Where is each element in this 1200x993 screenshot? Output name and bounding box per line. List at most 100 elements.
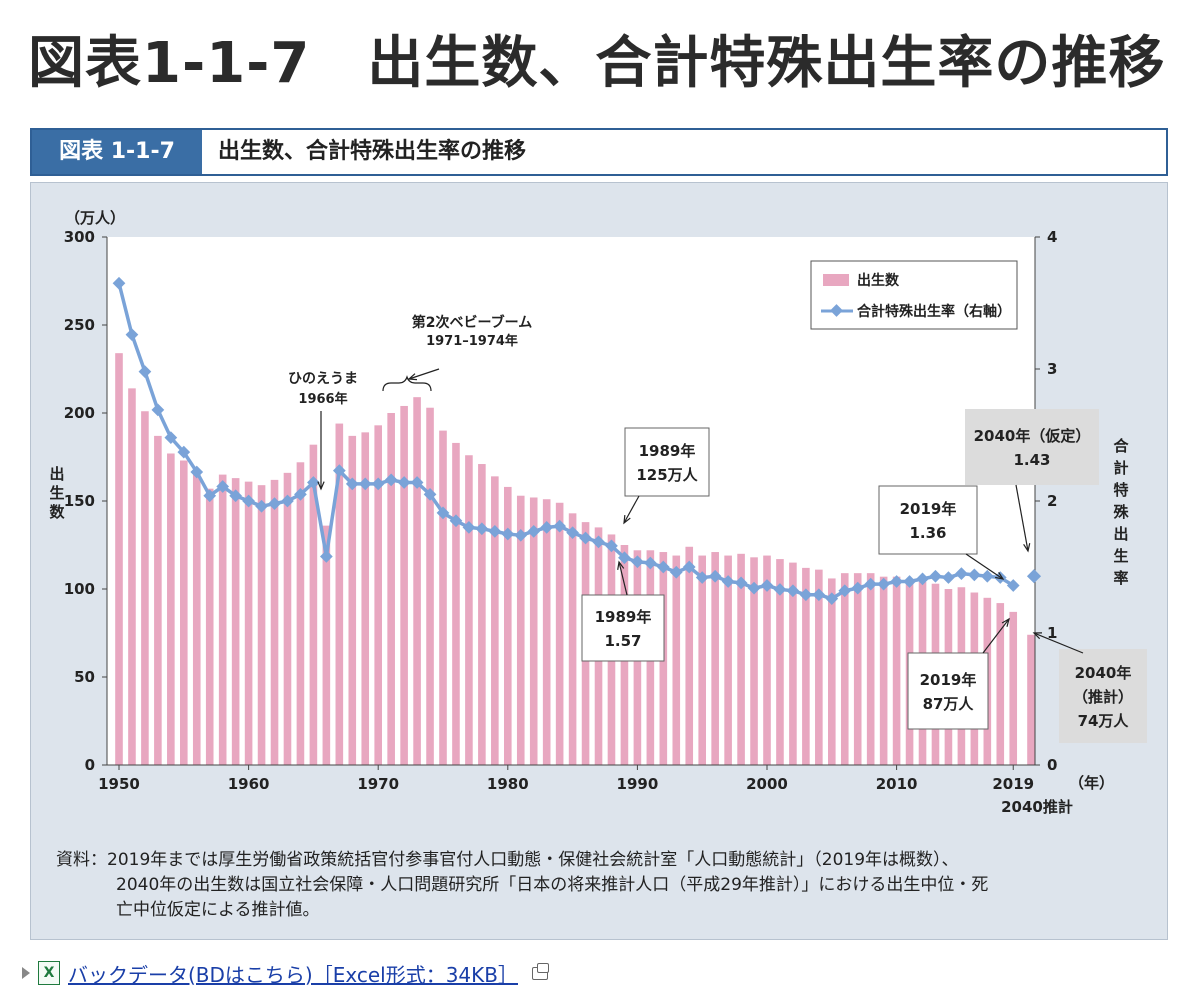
- svg-text:生: 生: [49, 484, 64, 502]
- bar-births-1971: [387, 413, 395, 765]
- bar-births-2006: [840, 573, 849, 765]
- annot-t1989-box: [581, 594, 665, 662]
- annot-t1989-arrow: [618, 561, 628, 596]
- annot-b1989-line-2: 125万人: [636, 466, 698, 484]
- source-line-3: 亡中位仮定による推計値。: [116, 900, 320, 920]
- y-left-tick-label: 50: [74, 668, 95, 686]
- annot-t2040-line-1: 2040年（仮定）: [974, 427, 1091, 445]
- annot-b1989-arrow-head: [623, 514, 631, 525]
- bar-births-1996: [711, 552, 719, 765]
- annot-b2040-arrow: [1033, 632, 1084, 654]
- annot-t2040-box: [965, 409, 1099, 485]
- annot-b2040-line-1: 2040年: [1075, 664, 1132, 682]
- excel-icon: X: [38, 961, 60, 985]
- bar-births-2000: [763, 555, 771, 765]
- tfr-line: [117, 282, 1015, 601]
- tfr-point-2040: [1026, 569, 1042, 584]
- bar-births-1976: [452, 442, 460, 765]
- tfr-point-1958: [216, 480, 230, 493]
- tfr-point-1959: [229, 489, 243, 503]
- tfr-point-1957: [203, 489, 217, 503]
- bar-births-1978: [478, 464, 486, 765]
- annot-b1989-arrow: [623, 495, 640, 524]
- births-tfr-chart: 0 50 100 150 200 250 300 0 1 2 3 4 1950 1960 1970 1980 1…: [49, 209, 1147, 816]
- y-right-tick-label: 3: [1047, 360, 1057, 378]
- bar-births-1973: [413, 397, 421, 765]
- svg-text:率: 率: [1113, 569, 1128, 587]
- bar-births-1982: [529, 497, 538, 765]
- y-right-title: 合計特殊出生率: [1112, 437, 1129, 587]
- x-tick-label: 1980: [487, 775, 529, 793]
- bar-births-1958: [218, 474, 227, 765]
- bar-births-1995: [698, 555, 706, 765]
- bar-births-1981: [516, 495, 525, 765]
- tfr-point-1954: [164, 431, 178, 445]
- y-left-tick-label: 250: [64, 316, 95, 334]
- annot-boom-line-2: 1971–1974年: [426, 333, 518, 349]
- bar-births-2003: [802, 567, 810, 765]
- y-left-tick-label: 100: [64, 580, 95, 598]
- y-right-tick-label: 1: [1047, 624, 1057, 642]
- bar-births-2002: [789, 562, 797, 765]
- svg-text:合: 合: [1112, 437, 1129, 455]
- bar-births-1980: [504, 486, 512, 765]
- tfr-point-1960: [242, 494, 255, 508]
- chart-panel: 0 50 100 150 200 250 300 0 1 2 3 4 1950 1960 1970 1980 1…: [30, 182, 1168, 940]
- bar-births-2004: [815, 569, 823, 765]
- annot-b2019-arrow-head: [1001, 617, 1010, 627]
- annot-b1989-line-1: 1989年: [639, 442, 696, 460]
- svg-text:出: 出: [1113, 525, 1128, 543]
- tfr-point-1965: [307, 476, 320, 489]
- annot-b2040-line-3: 74万人: [1078, 712, 1130, 730]
- tfr-point-1964: [294, 488, 307, 501]
- bar-births-1994: [685, 546, 694, 765]
- tfr-point-1961: [255, 499, 268, 513]
- tfr-point-1962: [268, 497, 281, 511]
- tfr-point-1967: [332, 464, 346, 478]
- source-line-1: 資料：2019年までは厚生労働省政策統括官付参事官付人口動態・保健社会統計室「人…: [56, 850, 959, 870]
- figure-tag: 図表 1-1-7: [32, 130, 202, 174]
- back-data-link[interactable]: バックデータ(BDはこちら)［Excel形式：34KB］: [68, 962, 518, 987]
- tfr-point-1978: [475, 522, 489, 536]
- bar-births-1956: [192, 471, 201, 765]
- y-left-title: 出生数: [49, 465, 65, 521]
- annot-t2019-arrow-head: [995, 571, 1005, 580]
- bar-births-1966: [322, 525, 331, 765]
- bar-births-1952: [141, 411, 149, 765]
- annot-t2019-box: [878, 485, 978, 555]
- y-right-tick-label: 0: [1047, 756, 1057, 774]
- legend: 出生数 合計特殊出生率（右軸）: [810, 260, 1018, 330]
- bar-births-1954: [167, 453, 175, 765]
- annot-boom-arrow-head: [407, 373, 418, 381]
- legend-bar-label: 出生数: [857, 272, 900, 289]
- bar-births-2040: [1027, 634, 1035, 765]
- bar-births-2007: [853, 573, 862, 765]
- bullet-triangle-icon: [22, 967, 30, 979]
- y-right-tick-label: 2: [1047, 492, 1057, 510]
- tfr-point-1972: [397, 476, 411, 489]
- svg-text:数: 数: [49, 503, 65, 521]
- annot-hinoeuma-arrow-head: [317, 481, 325, 491]
- y-right-tick-label: 4: [1047, 228, 1057, 246]
- x-tick-label: 1950: [98, 775, 140, 793]
- bar-births-1959: [231, 478, 240, 765]
- bar-births-2010: [892, 576, 901, 765]
- bar-births-1961: [257, 485, 266, 765]
- annot-b2019-line-2: 87万人: [923, 695, 975, 713]
- x-tick-label: 1990: [617, 775, 659, 793]
- bar-births-1979: [491, 476, 499, 765]
- bar-births-2009: [879, 576, 888, 765]
- bar-births-1997: [724, 555, 732, 765]
- external-window-icon[interactable]: [532, 962, 549, 980]
- page-title: 図表1-1-7 出生数、合計特殊出生率の推移: [28, 31, 1166, 96]
- tfr-point-1955: [177, 445, 191, 459]
- x-tick-label: 2010: [876, 775, 918, 793]
- svg-text:生: 生: [1113, 547, 1128, 565]
- figure-header: 図表 1-1-7 出生数、合計特殊出生率の推移: [30, 128, 1168, 176]
- annot-t2040-arrow-head: [1023, 543, 1031, 553]
- source-line-2: 2040年の出生数は国立社会保障・人口問題研究所「日本の将来推計人口（平成29年…: [116, 875, 989, 895]
- svg-text:特: 特: [1113, 481, 1128, 499]
- bar-births-1983: [542, 499, 551, 765]
- annot-hinoeuma-line-1: ひのえうま: [288, 371, 358, 387]
- tfr-point-1963: [281, 494, 294, 508]
